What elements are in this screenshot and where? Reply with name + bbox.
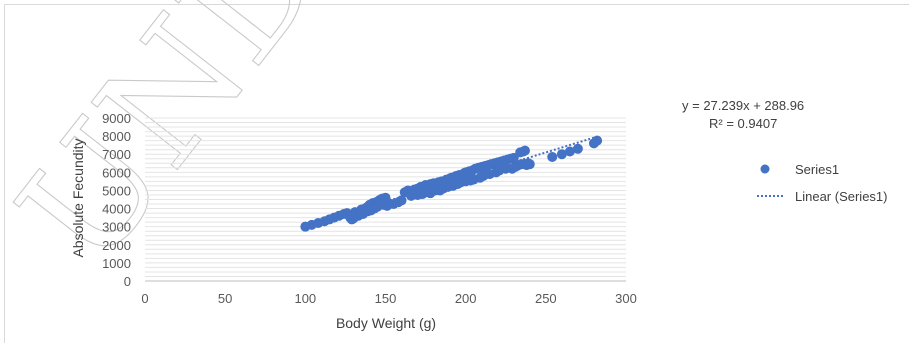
x-tick-label: 50 [218, 291, 232, 306]
x-tick-label: 0 [141, 291, 148, 306]
data-point [547, 151, 558, 162]
y-axis-title: Absolute Fecundity [70, 138, 86, 257]
data-point [524, 159, 535, 170]
data-point [519, 145, 530, 156]
y-tick-label: 4000 [102, 202, 131, 217]
data-point [592, 135, 603, 146]
legend-label-series1: Series1 [795, 162, 839, 177]
data-points [300, 135, 603, 232]
x-axis-title: Body Weight (g) [336, 315, 436, 331]
watermark: UNDER PEER REVIEW [0, 0, 916, 298]
y-tick-label: 3000 [102, 220, 131, 235]
trendline-equation: y = 27.239x + 288.96 [682, 98, 804, 113]
x-tick-label: 150 [375, 291, 397, 306]
trendline-path [305, 135, 600, 228]
data-point [572, 143, 583, 154]
data-point [564, 146, 575, 157]
y-tick-label: 5000 [102, 183, 131, 198]
y-tick-label: 9000 [102, 111, 131, 126]
legend-marker-series1 [760, 164, 770, 174]
y-tick-label: 7000 [102, 147, 131, 162]
gridlines [145, 117, 626, 277]
axes: 0 50 100 150 200 250 3000100020003000400050006… [102, 111, 637, 306]
watermark-text: UNDER PEER REVIEW [0, 0, 916, 298]
y-tick-label: 8000 [102, 129, 131, 144]
data-point [556, 149, 567, 160]
trendline-r-squared: R² = 0.9407 [709, 116, 777, 131]
x-tick-label: 300 [615, 291, 637, 306]
y-tick-label: 6000 [102, 165, 131, 180]
y-tick-label: 0 [124, 274, 131, 289]
x-tick-label: 100 [294, 291, 316, 306]
y-tick-label: 2000 [102, 238, 131, 253]
x-tick-label: 250 [535, 291, 557, 306]
legend: Series1 Linear (Series1) [757, 162, 888, 204]
y-tick-label: 1000 [102, 256, 131, 271]
legend-label-trendline: Linear (Series1) [795, 189, 888, 204]
x-tick-label: 200 [455, 291, 477, 306]
chart-frame [4, 4, 909, 343]
trendline [305, 135, 600, 228]
